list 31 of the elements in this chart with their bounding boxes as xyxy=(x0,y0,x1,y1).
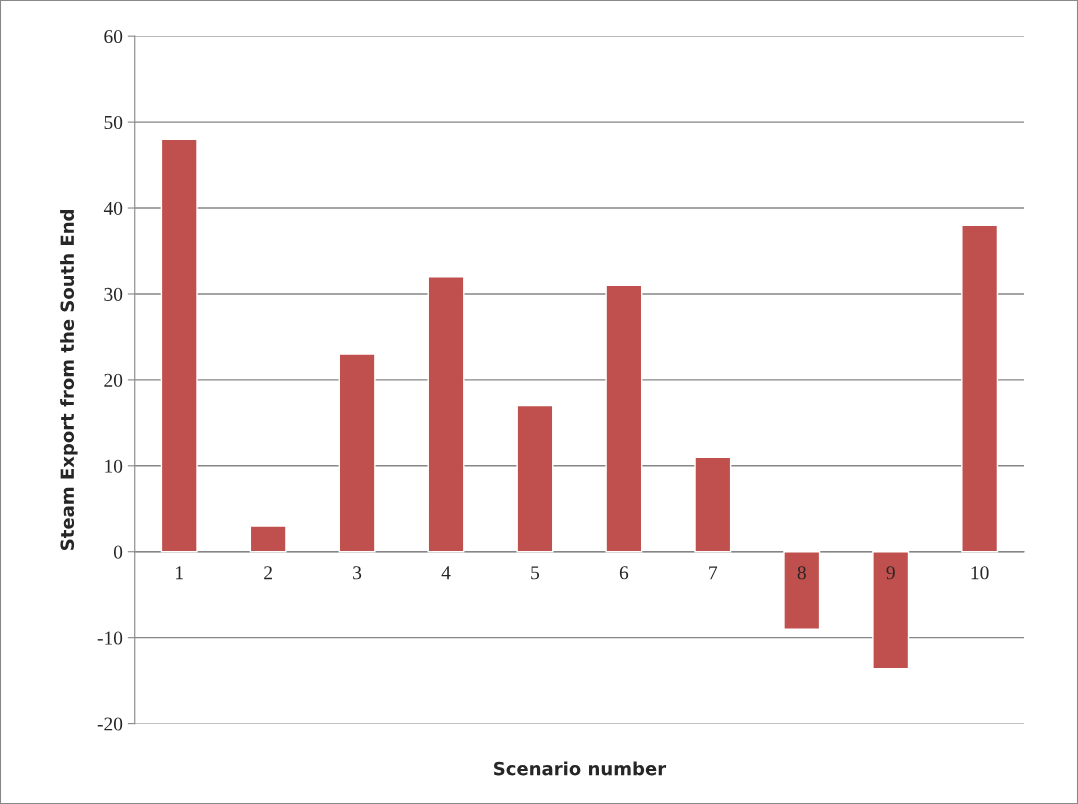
bar xyxy=(160,138,198,553)
y-tick-label: 0 xyxy=(113,545,123,559)
y-tick-label: 40 xyxy=(103,201,123,215)
x-tick-label: 1 xyxy=(176,566,183,580)
y-tick-label: 50 xyxy=(104,115,123,130)
x-tick-label: 3 xyxy=(353,566,362,580)
x-tick-label: 9 xyxy=(886,566,895,580)
x-tick-label: 5 xyxy=(531,566,540,580)
x-tick-label: 6 xyxy=(619,566,629,580)
y-tick-label: -10 xyxy=(97,631,123,645)
y-tick-label: 60 xyxy=(104,30,123,44)
x-tick-label: 8 xyxy=(797,566,806,580)
y-axis-title: Steam Export from the South End xyxy=(60,210,78,550)
bar xyxy=(516,404,554,553)
bar xyxy=(427,276,465,553)
bar xyxy=(338,353,376,553)
x-tick-label: 4 xyxy=(441,566,451,580)
bar xyxy=(872,551,910,670)
x-tick-label: 2 xyxy=(264,566,272,580)
x-axis-title: Scenario number xyxy=(494,761,667,776)
y-tick-label: 10 xyxy=(105,459,123,473)
y-tick-label: 20 xyxy=(104,373,123,387)
bar xyxy=(605,284,643,553)
y-tick-label: -20 xyxy=(97,717,123,731)
bar xyxy=(694,456,732,553)
bar xyxy=(249,525,287,553)
x-tick-label: 10 xyxy=(971,566,989,580)
y-tick-label: 30 xyxy=(104,287,123,301)
bar xyxy=(783,551,821,630)
x-tick-label: 7 xyxy=(709,566,718,580)
bar xyxy=(961,224,999,553)
